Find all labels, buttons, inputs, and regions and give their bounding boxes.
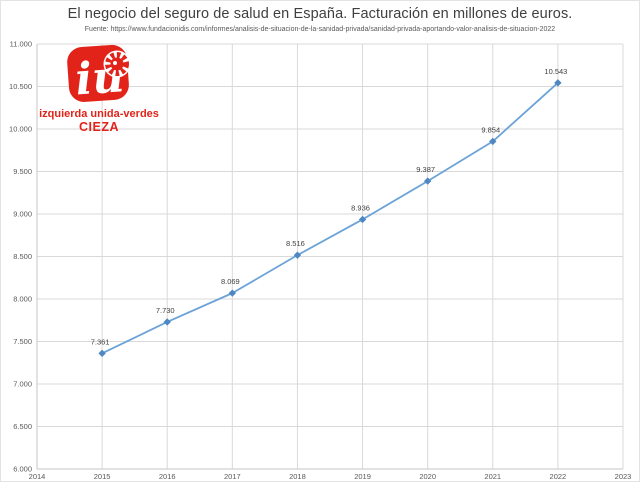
y-tick-label: 11.000 [10, 40, 32, 49]
x-tick-label: 2019 [354, 472, 371, 481]
x-tick-label: 2018 [289, 472, 306, 481]
x-tick-label: 2021 [484, 472, 501, 481]
series-line [101, 81, 559, 355]
x-tick-label: 2023 [615, 472, 632, 481]
y-tick-label: 9.000 [13, 210, 32, 219]
y-tick-label: 10.500 [9, 82, 32, 91]
y-tick-label: 6.500 [13, 422, 32, 431]
y-tick-label: 9.500 [13, 167, 32, 176]
data-point-marker [554, 79, 562, 87]
data-point-marker [98, 349, 106, 357]
data-point-label: 8.516 [286, 239, 305, 248]
x-tick-label: 2014 [29, 472, 46, 481]
data-point-marker [489, 137, 497, 146]
data-point-label: 8.936 [351, 203, 370, 212]
gear-icon [103, 50, 131, 78]
source-caption: Fuente: https://www.fundacionidis.com/in… [84, 26, 556, 33]
logo-text-izquierda-unida-verdes: izquierda unida-verdes [39, 108, 159, 120]
x-tick-label: 2022 [550, 472, 567, 481]
data-point-marker [358, 215, 367, 224]
y-tick-label: 10.000 [9, 125, 32, 134]
y-tick-label: 7.500 [13, 337, 32, 346]
data-point-label: 7.361 [91, 337, 110, 346]
data-point-marker [293, 251, 302, 259]
data-point-label: 8.069 [221, 277, 240, 286]
x-tick-label: 2016 [159, 472, 176, 481]
page-title: El negocio del seguro de salud en España… [67, 6, 573, 22]
data-point-label: 7.730 [156, 306, 175, 315]
data-point-label: 9.854 [481, 125, 500, 134]
y-tick-label: 8.000 [13, 295, 32, 304]
data-point-label: 9.387 [416, 165, 435, 174]
iu-logo-mark: iu [67, 44, 131, 105]
data-point-marker [228, 289, 237, 297]
x-tick-label: 2020 [419, 472, 436, 481]
y-tick-label: 7.000 [13, 380, 32, 389]
x-tick-label: 2015 [94, 472, 111, 481]
logo-text-cieza: CIEZA [79, 120, 119, 134]
iu-logo: iu izquierda unida-verdes CIEZA [35, 43, 163, 134]
x-tick-label: 2017 [224, 472, 241, 481]
y-tick-label: 8.500 [13, 252, 32, 261]
data-point-marker [163, 318, 171, 326]
y-tick-label: 6.000 [13, 465, 32, 474]
data-point-label: 10.543 [544, 67, 567, 76]
